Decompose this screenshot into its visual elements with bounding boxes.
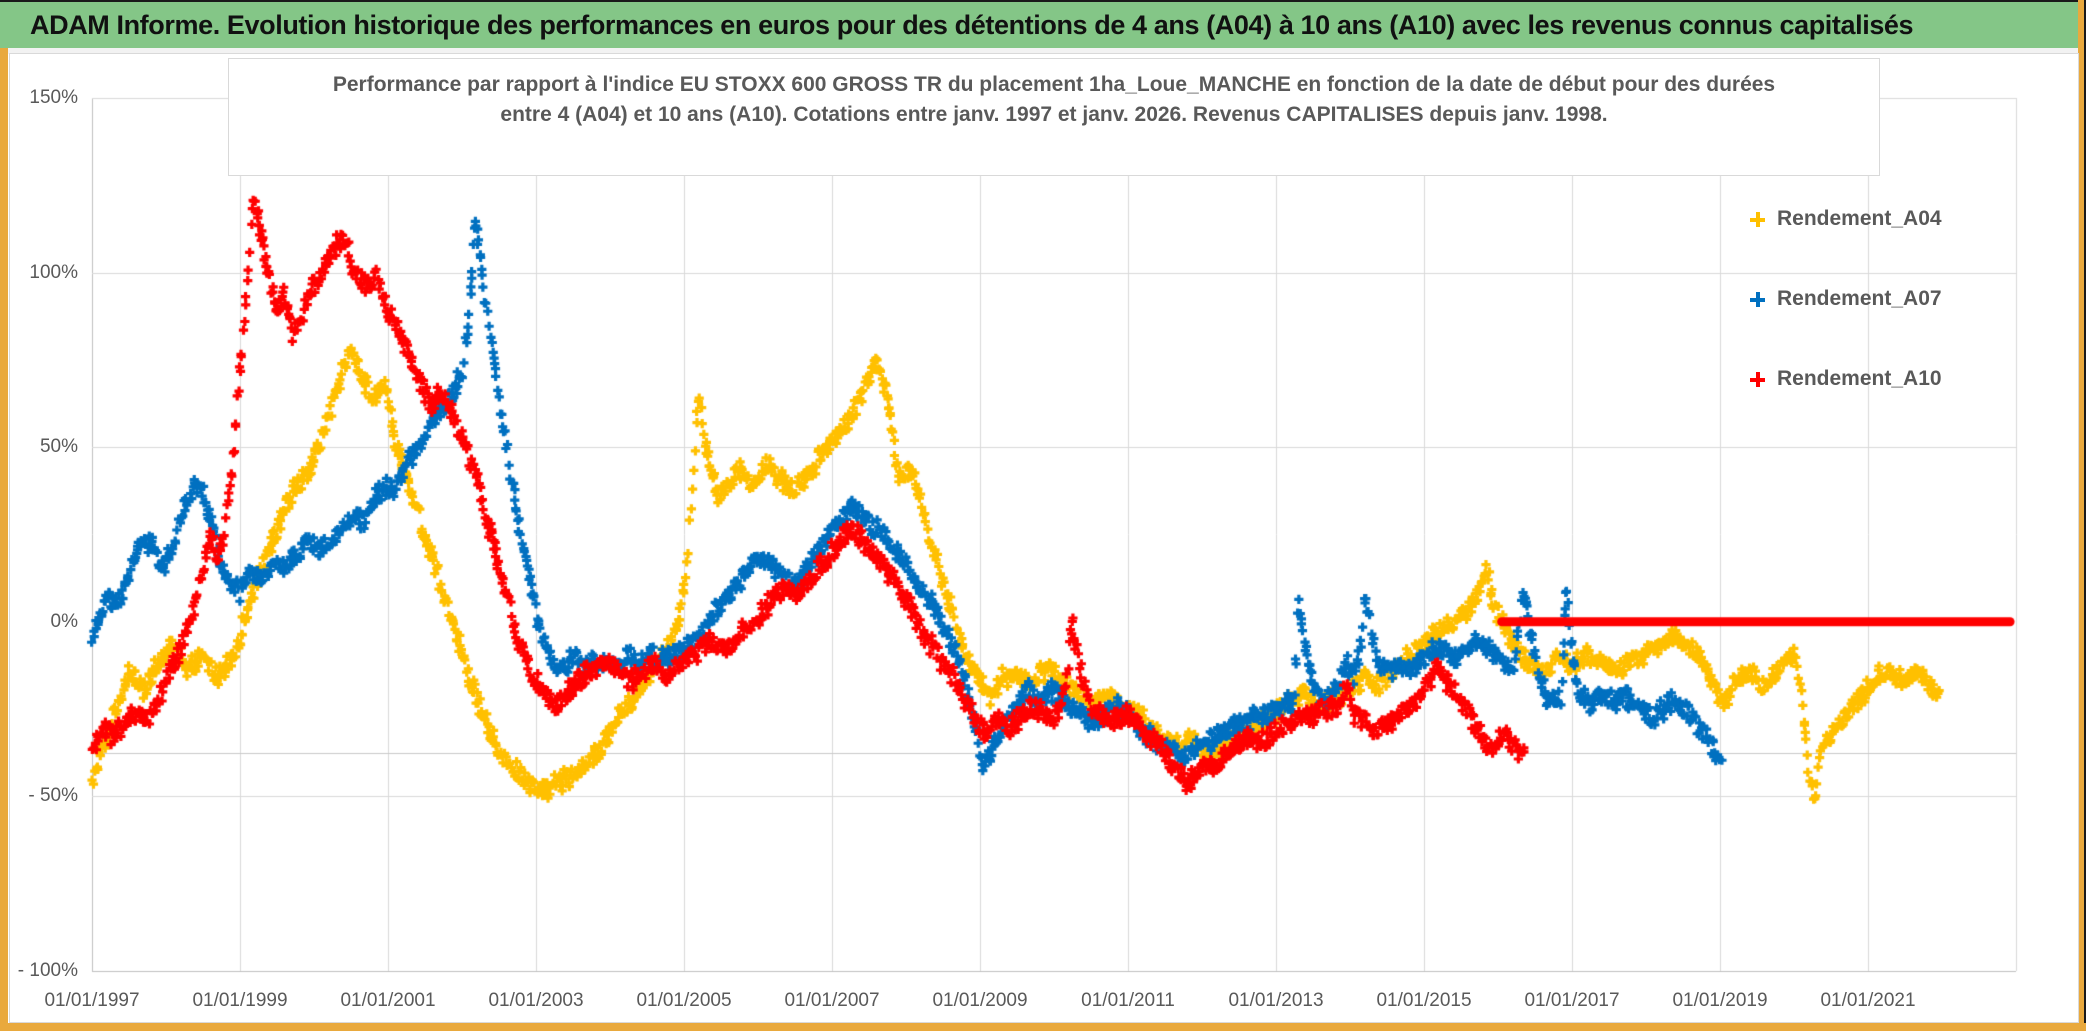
x-axis-tick-label: 01/01/2011: [1081, 990, 1175, 1011]
x-axis-tick-label: 01/01/2013: [1228, 990, 1324, 1011]
x-axis-tick-label: 01/01/2017: [1524, 990, 1620, 1011]
x-axis-tick-label: 01/01/2019: [1672, 990, 1768, 1011]
y-axis-tick-label: 150%: [29, 87, 78, 108]
chart-title-box: Performance par rapport à l'indice EU ST…: [228, 58, 1880, 176]
x-axis-tick-label: 01/01/2021: [1820, 990, 1916, 1011]
legend-item-rendement-a04: Rendement_A04: [1750, 205, 1942, 233]
plus-marker-icon: [1750, 291, 1765, 307]
legend-item-rendement-a10: Rendement_A10: [1750, 365, 1942, 393]
chart-title-line1: Performance par rapport à l'indice EU ST…: [332, 73, 1776, 96]
x-axis-tick-label: 01/01/2007: [784, 990, 880, 1011]
x-axis-tick-label: 01/01/1997: [44, 990, 140, 1011]
y-axis-tick-label: - 50%: [28, 785, 78, 807]
legend-label: Rendement_A04: [1777, 207, 1942, 230]
x-axis-tick-label: 01/01/2003: [488, 990, 584, 1011]
y-axis-tick-label: 100%: [29, 261, 78, 283]
x-axis-tick-label: 01/01/2009: [932, 990, 1028, 1011]
plus-marker-icon: [1750, 371, 1765, 387]
plus-marker-icon: [1750, 211, 1765, 227]
legend-label: Rendement_A10: [1777, 367, 1942, 390]
legend-label: Rendement_A07: [1777, 287, 1942, 310]
legend-item-rendement-a07: Rendement_A07: [1750, 285, 1942, 313]
x-axis-tick-label: 01/01/1999: [192, 990, 288, 1011]
x-axis-tick-label: 01/01/2015: [1376, 990, 1472, 1011]
chart-legend: Rendement_A04 Rendement_A07 Rendement_A1…: [1750, 205, 1942, 393]
x-axis-tick-label: 01/01/2001: [340, 990, 436, 1011]
y-axis-tick-label: 0%: [50, 610, 78, 632]
x-axis-tick-label: 01/01/2005: [636, 990, 732, 1011]
chart-title-line2: entre 4 (A04) et 10 ans (A10). Cotations…: [500, 103, 1608, 126]
y-axis-tick-label: - 100%: [17, 960, 78, 981]
y-axis-tick-label: 50%: [39, 436, 78, 458]
